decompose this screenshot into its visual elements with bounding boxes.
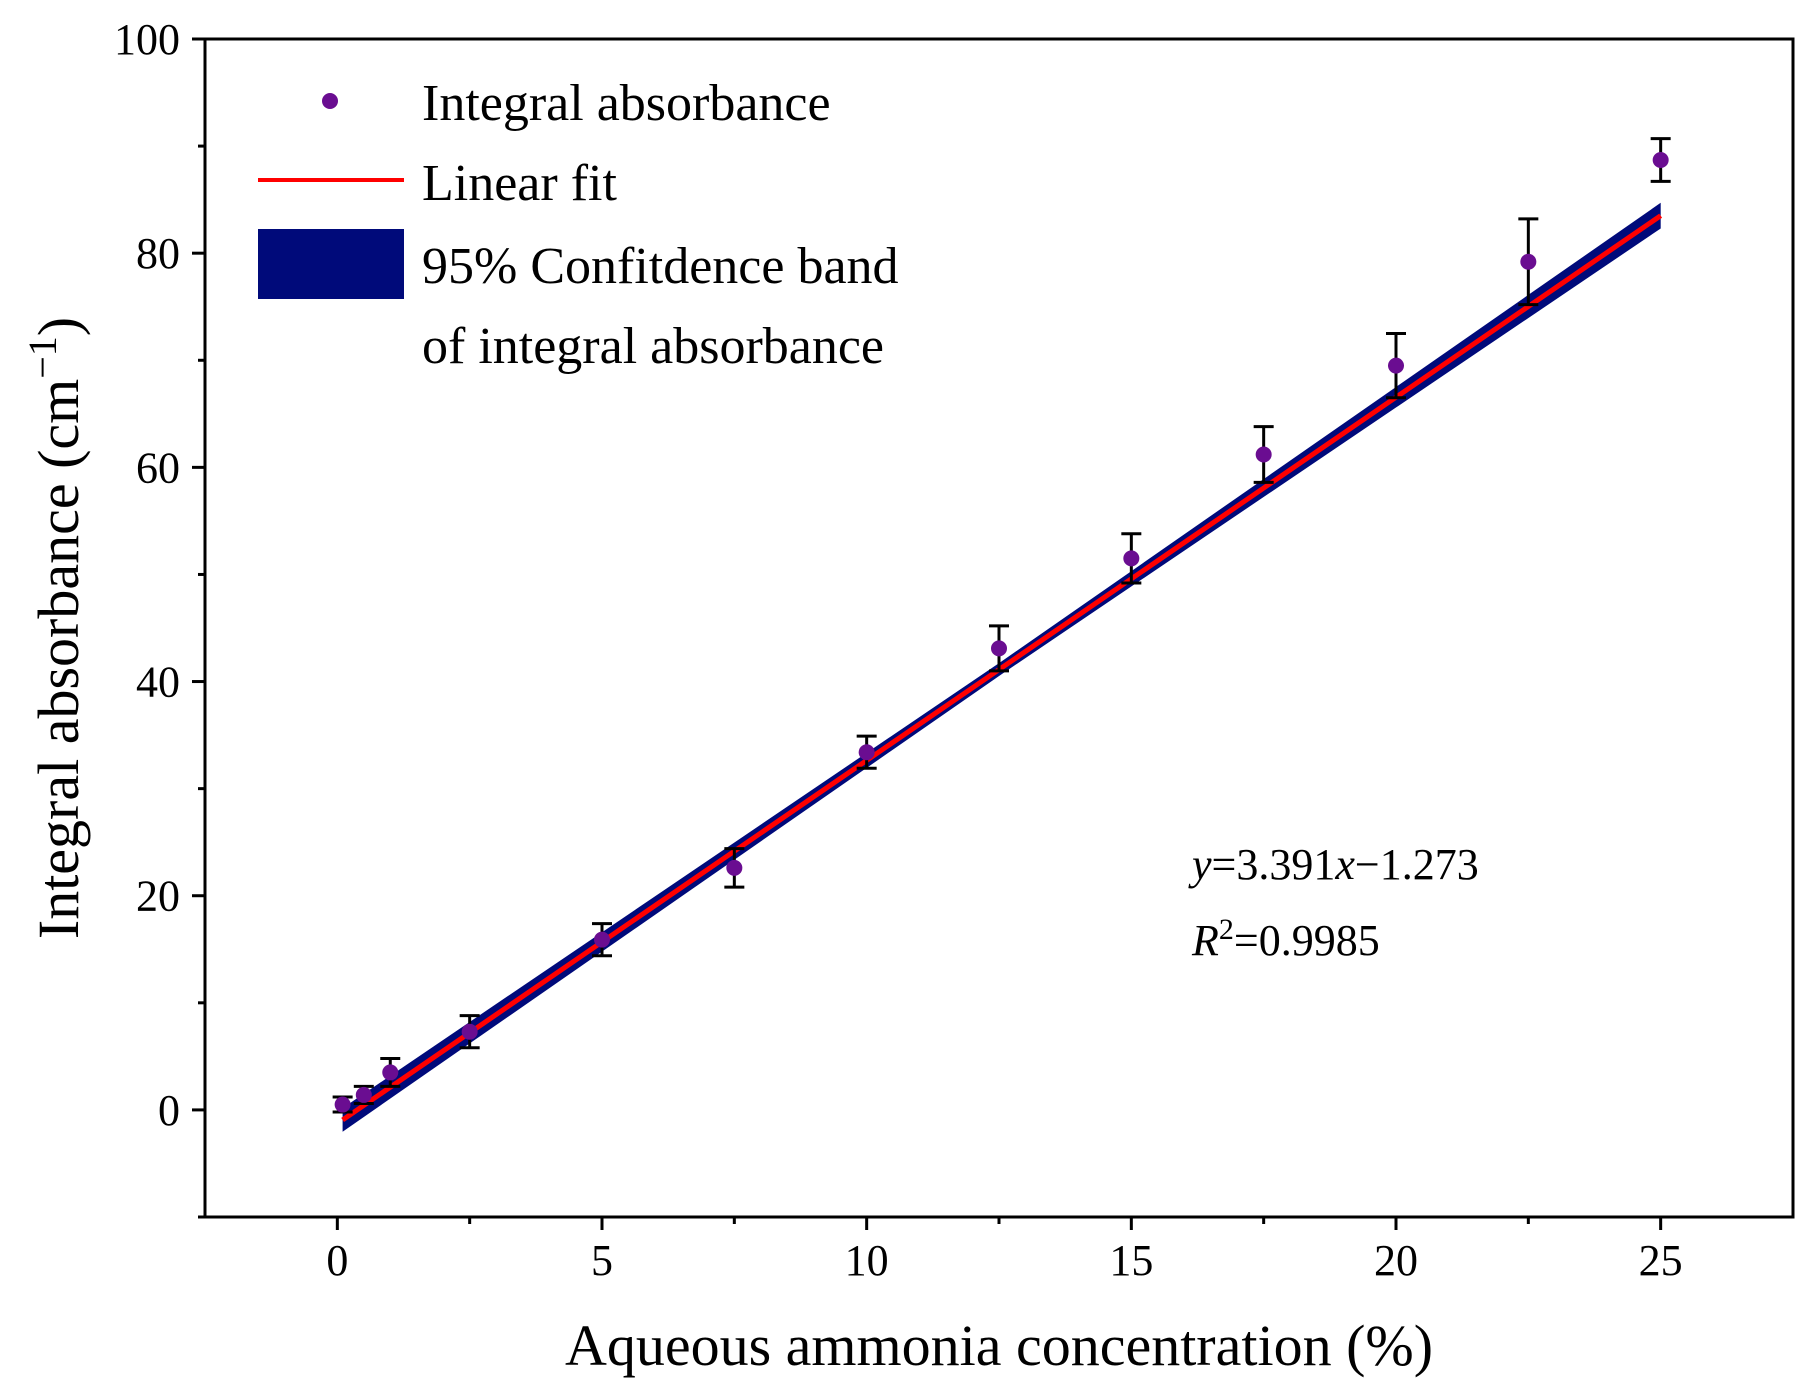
y-axis-title: Integral absorbance (cm−1) [20,317,92,939]
x-tick-label: 5 [591,1236,613,1285]
data-point [334,1096,351,1113]
legend-label-band: 95% Confitdence band [422,238,899,295]
y-tick-label: 80 [136,229,180,278]
r2-sup: 2 [1219,913,1234,946]
data-point [594,931,610,948]
y-tick-label: 100 [114,15,180,64]
data-point-group [1650,137,1671,183]
eq-x: x [1334,840,1355,889]
data-point [1255,446,1272,463]
data-point-group [989,624,1009,673]
data-point [355,1086,372,1103]
data-point [1123,550,1140,567]
eq-rest2: −1.273 [1355,840,1479,889]
fit-equation: y=3.391x−1.273 [1188,840,1479,889]
y-tick-label: 20 [136,872,180,921]
data-point-group [332,1095,353,1114]
y-tick-label: 0 [158,1086,180,1135]
x-tick-label: 20 [1374,1236,1418,1285]
y-tick-label: 60 [136,443,180,492]
data-point-group [1518,217,1539,307]
data-point-group [1386,332,1406,400]
r2-r: R [1191,916,1219,965]
data-point-group [592,922,612,958]
data-point [461,1023,478,1040]
x-axis-ticks: 0 5 10 15 20 25 [326,1217,1683,1285]
legend-label-fit: Linear fit [422,155,617,212]
legend-band-marker [258,229,404,299]
x-tick-label: 10 [845,1236,889,1285]
x-axis-title: Aqueous ammonia concentration (%) [565,1313,1433,1378]
r2-rest: =0.9985 [1234,916,1380,965]
data-point-group [856,734,877,770]
data-point [1652,152,1669,169]
y-axis-title-main: Integral absorbance (cm [26,379,91,939]
data-points [332,137,1671,1114]
y-axis-title-close: ) [26,317,91,336]
legend-label-points: Integral absorbance [422,75,831,132]
r-squared: R2=0.9985 [1191,913,1380,966]
data-point-group [353,1084,374,1105]
data-point [382,1064,399,1081]
legend-label-band-line2: of integral absorbance [422,318,884,375]
legend: Integral absorbance Linear fit 95% Confi… [258,75,899,375]
x-tick-label: 0 [326,1236,348,1285]
data-point-group [724,847,745,889]
data-point-group [1253,425,1274,484]
legend-point-marker [322,93,338,109]
data-point [1520,253,1537,270]
x-tick-label: 15 [1109,1236,1153,1285]
data-point-group [380,1057,401,1088]
y-tick-label: 40 [136,658,180,707]
y-axis-ticks: 0 20 40 60 80 100 [114,15,205,1219]
x-tick-label: 25 [1639,1236,1683,1285]
data-point [991,640,1007,657]
data-point-group [459,1014,480,1050]
eq-y: y [1188,840,1212,889]
eq-rest1: =3.391 [1212,840,1336,889]
data-point [726,859,743,876]
linear-fit-line [341,213,1663,1122]
y-axis-title-sup: −1 [20,336,65,379]
data-point-group [1121,532,1142,585]
data-point [1388,357,1404,374]
data-point [858,744,875,761]
